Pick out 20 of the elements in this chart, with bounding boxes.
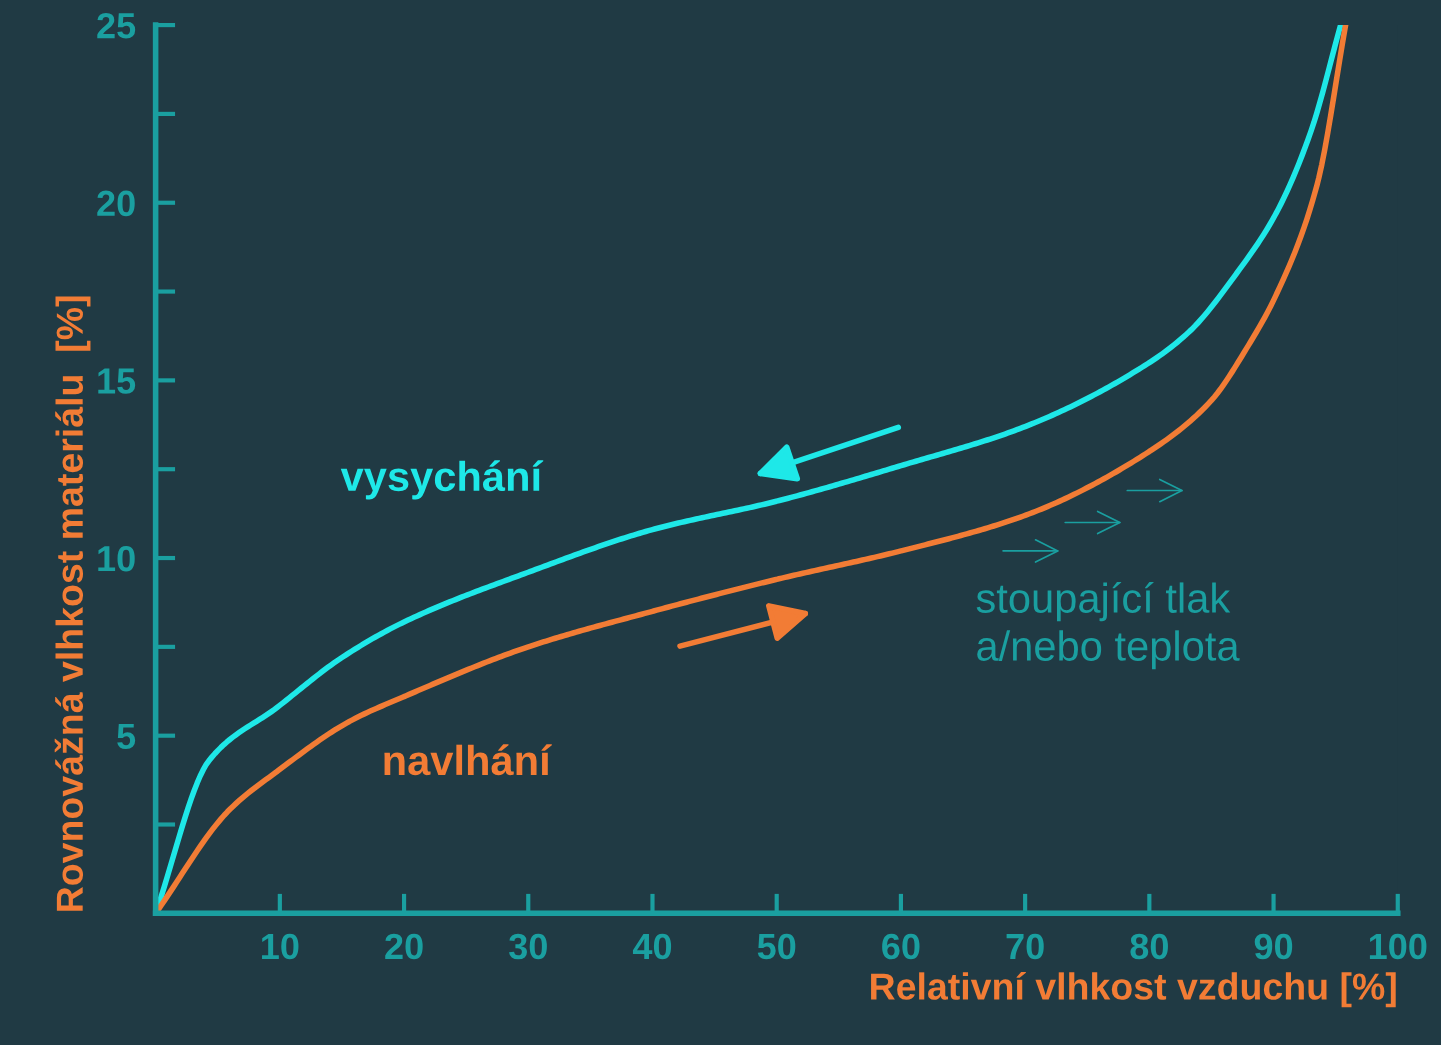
y-tick-label: 20 [97, 190, 135, 217]
x-tick-label: 80 [1130, 933, 1168, 960]
x-tick-label: 20 [385, 933, 423, 960]
series-label: vysychání [340, 460, 544, 500]
x-tick-label: 30 [509, 933, 547, 960]
x-tick-label: 90 [1254, 933, 1293, 960]
y-axis-title: Rovnovážná vlhkost materiálu [%] [54, 296, 91, 911]
annotation: stoupající tlak a/nebo teplota [976, 581, 1240, 670]
x-tick-label: 100 [1369, 933, 1427, 960]
x-tick-label: 40 [632, 933, 672, 960]
series-label: navlhání [384, 744, 552, 776]
x-tick-label: 60 [882, 933, 920, 960]
x-axis-title: Relativní vlhkost vzduchu [%] [871, 971, 1396, 1008]
x-tick-label: 10 [262, 933, 299, 960]
x-tick-label: 70 [1006, 933, 1044, 960]
y-tick-label: 25 [97, 12, 136, 39]
y-tick-label: 15 [98, 368, 136, 394]
y-tick-label: 10 [98, 545, 135, 572]
x-tick-label: 50 [757, 933, 796, 960]
y-tick-label: 5 [117, 723, 136, 750]
